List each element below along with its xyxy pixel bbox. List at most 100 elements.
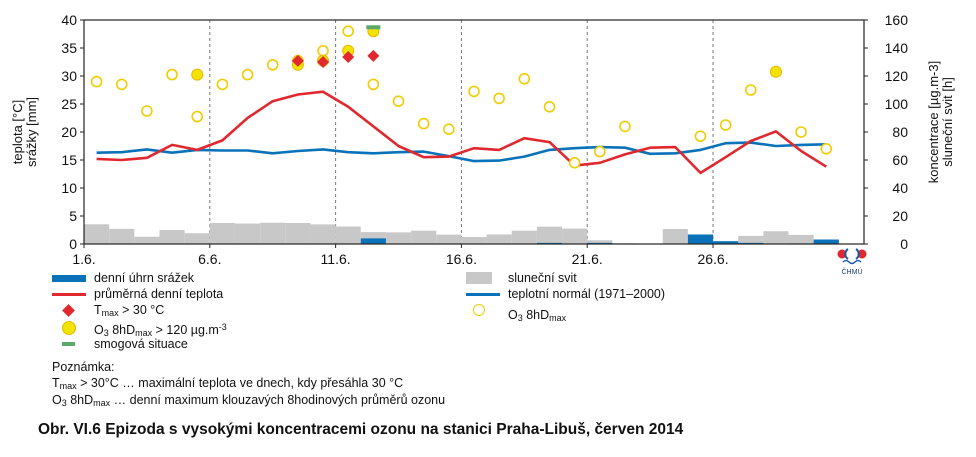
right-tick-label: 100 [885, 96, 909, 112]
rain-bar [360, 238, 386, 244]
left-tick-label: 35 [61, 40, 77, 56]
sunshine-bar [511, 230, 537, 244]
logo-icon [857, 249, 867, 259]
note-title: Poznámka: [52, 360, 115, 374]
sunshine-bar [662, 229, 688, 244]
o3-point [694, 130, 707, 142]
legend-o3-label: O3 8hDmax [508, 308, 567, 323]
x-tick-label: 1.6. [72, 251, 95, 267]
sunshine-bar [587, 240, 613, 244]
sunshine-bar [562, 228, 588, 244]
logo-text: ČHMÚ [842, 267, 863, 276]
right-tick-label: 160 [885, 12, 909, 28]
rain-bar [687, 234, 714, 244]
o3-point [166, 68, 178, 81]
legend-normal-label: teplotní normál (1971–2000) [508, 287, 666, 301]
note-line-o3: O3 8hDmax … denní maximum klouzavých 8ho… [52, 393, 446, 408]
o3-point [90, 75, 103, 88]
o3-point [568, 157, 581, 169]
mean-temperature-line [96, 90, 827, 175]
sunshine-bar [209, 223, 235, 244]
left-axis-title: teplota [°C] [10, 100, 25, 164]
o3-point [820, 143, 833, 155]
sunshine-bar [134, 236, 160, 244]
chart-area: 0 5 10 15 20 25 30 35 40 0 20 40 60 80 100 120 140 160 1.6… [10, 12, 955, 276]
sunshine-bar [385, 232, 412, 244]
right-tick-label: 80 [892, 124, 908, 140]
o3-point [795, 126, 807, 138]
left-tick-label: 40 [61, 12, 77, 28]
left-tick-label: 25 [61, 96, 77, 112]
diamond-icon [62, 304, 75, 317]
legend-smog-label: smogová situace [94, 337, 188, 351]
sunshine-bar [310, 224, 336, 244]
legend-o3-high-label: O3 8hDmax > 120 µg.m-3 [94, 322, 227, 338]
sunshine-bar [436, 234, 462, 244]
left-tick-label: 10 [61, 180, 77, 196]
legend-tmax-label: Tmax > 30 °C [94, 303, 165, 318]
sunshine-bar [486, 234, 512, 244]
x-tick-label: 11.6. [321, 251, 351, 267]
filled-circle-icon [62, 321, 76, 335]
right-tick-label: 140 [885, 40, 909, 56]
legend-rain-swatch [52, 275, 86, 282]
sunshine-bar [109, 228, 135, 244]
logo-icon [842, 259, 862, 265]
o3-high-point [191, 68, 204, 81]
o3-point [317, 44, 329, 57]
sunshine-bar [536, 226, 563, 244]
tmax-point [342, 50, 355, 63]
sunshine-bar [763, 231, 789, 244]
legend-temp-swatch [52, 293, 86, 296]
o3-point [141, 105, 153, 117]
right-tick-label: 20 [892, 208, 908, 224]
o3-point [417, 117, 430, 130]
sunshine-bar [738, 235, 764, 244]
sunshine-bar [184, 233, 210, 244]
o3-point [619, 120, 631, 133]
right-tick-label: 40 [892, 180, 908, 196]
right-tick-label: 60 [892, 152, 908, 168]
rain-bar [713, 241, 739, 244]
sunshine-bar [260, 222, 286, 244]
figure-caption: Obr. VI.6 Epizoda s vysokými koncentrace… [38, 421, 684, 438]
sunshine-bar [461, 237, 487, 244]
note-line-tmax: Tmax > 30°C … maximální teplota ve dnech… [52, 376, 404, 391]
o3-point [518, 73, 531, 85]
legend-sun-label: sluneční svit [508, 271, 577, 285]
tmax-point [317, 56, 330, 68]
left-tick-label: 15 [61, 152, 77, 168]
legend-normal-swatch [466, 293, 500, 296]
left-axis-title-2: srážky [mm] [24, 97, 39, 167]
legend-smog-swatch [62, 342, 75, 346]
smog-marker [366, 25, 381, 30]
hollow-circle-icon [473, 304, 485, 316]
right-axis-title-2: sluneční svit [h] [940, 77, 955, 167]
logo-icon [837, 249, 847, 259]
sunshine-bar [234, 223, 261, 244]
o3-point [191, 110, 204, 123]
o3-point [543, 101, 556, 113]
o3-point [719, 119, 732, 131]
right-tick-label: 120 [885, 68, 909, 84]
legend-temp-label: průměrná denní teplota [94, 287, 224, 301]
tmax-point [367, 49, 380, 62]
sunshine-bar [159, 230, 185, 244]
sunshine-bar [788, 234, 814, 244]
left-tick-label: 5 [69, 208, 77, 224]
left-tick-label: 30 [61, 68, 77, 84]
normal-temperature-line [96, 141, 827, 163]
x-tick-label: 16.6. [446, 251, 477, 267]
right-axis-title: koncentrace [µg.m-3] [926, 61, 941, 183]
sunshine-bar [360, 232, 386, 244]
o3-point [443, 123, 455, 135]
left-tick-label: 0 [69, 236, 77, 252]
left-tick-label: 20 [61, 124, 77, 140]
x-tick-label: 26.6. [697, 251, 728, 267]
sunshine-bar [411, 230, 437, 244]
x-tick-label: 21.6. [572, 251, 603, 267]
tmax-point [291, 54, 304, 67]
o3-point [594, 145, 606, 158]
sunshine-bar [335, 226, 361, 244]
o3-point [266, 59, 279, 71]
